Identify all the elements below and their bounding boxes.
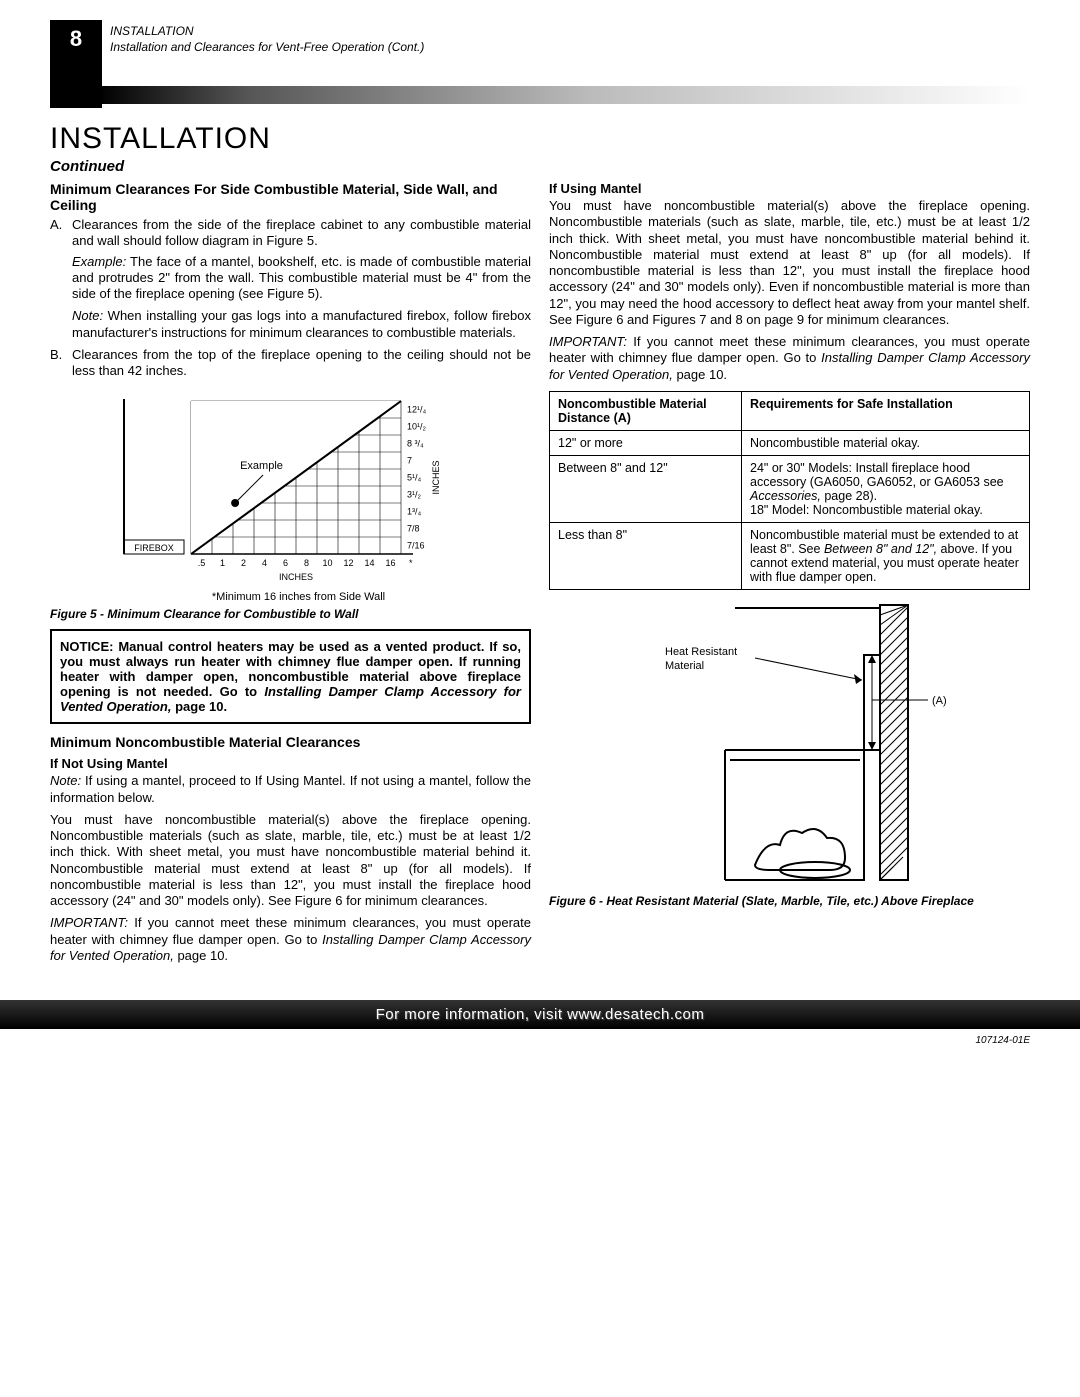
svg-text:1: 1 [220, 558, 225, 568]
svg-text:7/8: 7/8 [407, 524, 420, 534]
table-row: Between 8" and 12"24" or 30" Models: Ins… [550, 455, 1030, 522]
left-column: Minimum Clearances For Side Combustible … [50, 181, 531, 970]
note-label: Note: [72, 308, 103, 323]
svg-text:7/16: 7/16 [407, 541, 425, 551]
page-number: 8 [70, 26, 82, 52]
svg-text:.5: .5 [198, 558, 206, 568]
requirements-table: Noncombustible Material Distance (A) Req… [549, 391, 1030, 590]
footer-text: For more information, visit www.desatech… [376, 1006, 705, 1023]
cell-distance: Between 8" and 12" [550, 455, 742, 522]
left-p1: You must have noncombustible material(s)… [50, 812, 531, 910]
not-using-mantel-heading: If Not Using Mantel [50, 756, 531, 771]
svg-text:Material: Material [665, 660, 704, 672]
note-text: When installing your gas logs into a man… [72, 308, 531, 339]
svg-text:12: 12 [343, 558, 353, 568]
svg-text:8 ³/₄: 8 ³/₄ [407, 439, 424, 449]
svg-text:6: 6 [283, 558, 288, 568]
note2-para: Note: If using a mantel, proceed to If U… [50, 773, 531, 806]
page-number-box: 8 [50, 20, 102, 108]
item-b: B. Clearances from the top of the firepl… [50, 347, 531, 380]
right-important: IMPORTANT: If you cannot meet these mini… [549, 334, 1030, 383]
section-title: INSTALLATION [50, 122, 1030, 156]
page: 8 INSTALLATION Installation and Clearanc… [0, 0, 1080, 980]
header-section: INSTALLATION [110, 24, 424, 40]
cell-requirement: Noncombustible material okay. [742, 430, 1030, 455]
svg-text:*: * [409, 558, 413, 568]
two-column-layout: Minimum Clearances For Side Combustible … [50, 181, 1030, 970]
right-column: If Using Mantel You must have noncombust… [549, 181, 1030, 970]
svg-text:16: 16 [385, 558, 395, 568]
svg-text:INCHES: INCHES [279, 572, 313, 582]
right-p1: You must have noncombustible material(s)… [549, 198, 1030, 328]
example-text: The face of a mantel, bookshelf, etc. is… [72, 254, 531, 302]
notice-box: NOTICE: Manual control heaters may be us… [50, 629, 531, 724]
footer-bar: For more information, visit www.desatech… [0, 1000, 1080, 1029]
table-row: 12" or moreNoncombustible material okay. [550, 430, 1030, 455]
figure-6: (A) Heat Resistant Material [549, 600, 1030, 890]
svg-text:INCHES: INCHES [431, 461, 441, 495]
figure-5-caption: Figure 5 - Minimum Clearance for Combust… [50, 607, 531, 621]
notice-tail: page 10. [171, 699, 227, 714]
svg-text:3¹/₂: 3¹/₂ [407, 490, 422, 500]
svg-text:Heat Resistant: Heat Resistant [665, 646, 737, 658]
cell-distance: 12" or more [550, 430, 742, 455]
th-requirements: Requirements for Safe Installation [742, 391, 1030, 430]
svg-text:Example: Example [240, 460, 283, 472]
right-imp-label: IMPORTANT: [549, 334, 627, 349]
svg-text:FIREBOX: FIREBOX [134, 543, 174, 553]
item-a-text: Clearances from the side of the fireplac… [72, 217, 531, 250]
svg-text:12¹/₄: 12¹/₄ [407, 405, 427, 415]
item-a: A. Clearances from the side of the firep… [50, 217, 531, 250]
item-b-text: Clearances from the top of the fireplace… [72, 347, 531, 380]
note2-label: Note: [50, 773, 81, 788]
min-note: *Minimum 16 inches from Side Wall [66, 591, 531, 603]
gradient-bar [50, 86, 1030, 104]
table-row: Less than 8"Noncombustible material must… [550, 522, 1030, 589]
noncombust-heading: Minimum Noncombustible Material Clearanc… [50, 734, 531, 750]
document-number: 107124-01E [0, 1035, 1030, 1046]
th-distance: Noncombustible Material Distance (A) [550, 391, 742, 430]
cell-distance: Less than 8" [550, 522, 742, 589]
svg-text:5¹/₄: 5¹/₄ [407, 473, 422, 483]
svg-text:(A): (A) [932, 695, 947, 707]
cell-requirement: Noncombustible material must be extended… [742, 522, 1030, 589]
figure-5-chart: FIREBOXExample.51246810121416*INCHES12¹/… [66, 389, 531, 603]
left-imp-tail: page 10. [174, 948, 228, 963]
svg-text:2: 2 [241, 558, 246, 568]
using-mantel-heading: If Using Mantel [549, 181, 1030, 196]
left-imp-label: IMPORTANT: [50, 915, 128, 930]
figure-6-svg: (A) Heat Resistant Material [605, 600, 975, 890]
right-imp-tail: page 10. [673, 367, 727, 382]
marker-a: A. [50, 217, 72, 250]
header-labels: INSTALLATION Installation and Clearances… [110, 20, 424, 55]
marker-b: B. [50, 347, 72, 380]
cell-requirement: 24" or 30" Models: Install fireplace hoo… [742, 455, 1030, 522]
left-important: IMPORTANT: If you cannot meet these mini… [50, 915, 531, 964]
example-label: Example: [72, 254, 126, 269]
svg-text:4: 4 [262, 558, 267, 568]
svg-text:10¹/₂: 10¹/₂ [407, 422, 427, 432]
header-subsection: Installation and Clearances for Vent-Fre… [110, 40, 424, 56]
example-para: Example: The face of a mantel, bookshelf… [72, 254, 531, 303]
svg-text:14: 14 [364, 558, 374, 568]
svg-text:1³/₄: 1³/₄ [407, 507, 422, 517]
note-para: Note: When installing your gas logs into… [72, 308, 531, 341]
clearances-heading: Minimum Clearances For Side Combustible … [50, 181, 531, 213]
continued-label: Continued [50, 158, 1030, 175]
note2-text: If using a mantel, proceed to If Using M… [50, 773, 531, 804]
figure-6-caption: Figure 6 - Heat Resistant Material (Slat… [549, 894, 1030, 908]
clearance-chart-svg: FIREBOXExample.51246810121416*INCHES12¹/… [66, 389, 466, 589]
svg-text:10: 10 [322, 558, 332, 568]
svg-text:8: 8 [304, 558, 309, 568]
svg-text:7: 7 [407, 456, 412, 466]
